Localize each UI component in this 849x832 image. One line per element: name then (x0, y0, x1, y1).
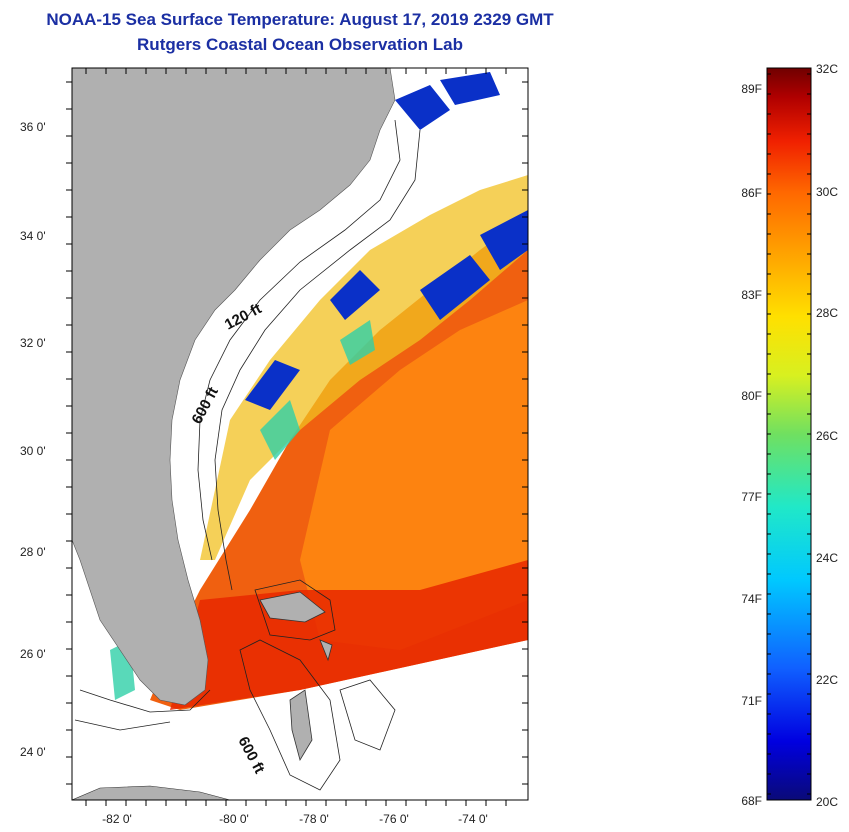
colorbar-c-label: 20C (816, 795, 838, 809)
lon-axis: -82 0' -80 0' -78 0' -76 0' -74 0' (102, 812, 488, 826)
contour-120ft (197, 119, 401, 561)
colorbar-c-label: 22C (816, 673, 838, 687)
lon-tick-label: -80 0' (219, 812, 249, 826)
lon-tick-marks (85, 68, 507, 806)
sst-hot-zone (170, 560, 528, 710)
lat-tick-label: 28 0' (20, 545, 46, 559)
lon-tick-label: -78 0' (299, 812, 329, 826)
colorbar-f-label: 77F (741, 490, 762, 504)
colorbar-c-label: 26C (816, 429, 838, 443)
colorbar-c-label: 28C (816, 306, 838, 320)
lat-tick-label: 36 0' (20, 120, 46, 134)
colorbar-f-label: 74F (741, 592, 762, 606)
lat-tick-label: 30 0' (20, 444, 46, 458)
colorbar-tick-marks (767, 73, 811, 795)
map-border (71, 67, 529, 801)
land-mainland (72, 68, 396, 706)
colorbar-f-label: 86F (741, 186, 762, 200)
land-cuba-edge (72, 785, 231, 800)
lat-tick-label: 24 0' (20, 745, 46, 759)
colorbar (766, 67, 812, 801)
map-subtitle: Rutgers Coastal Ocean Observation Lab (137, 35, 463, 54)
colorbar-c-label: 32C (816, 62, 838, 76)
contour-florida-keys (74, 689, 211, 731)
lon-tick-label: -76 0' (379, 812, 409, 826)
sst-cold-patches (245, 72, 528, 410)
colorbar-c-label: 24C (816, 551, 838, 565)
lat-tick-label: 34 0' (20, 229, 46, 243)
colorbar-celsius-labels: 32C 30C 28C 26C 24C 22C 20C (816, 62, 838, 809)
colorbar-f-label: 89F (741, 82, 762, 96)
colorbar-f-label: 80F (741, 389, 762, 403)
colorbar-fahrenheit-labels: 89F 86F 83F 80F 77F 74F 71F 68F (741, 82, 762, 808)
lat-tick-label: 26 0' (20, 647, 46, 661)
colorbar-c-label: 30C (816, 185, 838, 199)
lat-tick-label: 32 0' (20, 336, 46, 350)
contour-bahamas (239, 579, 396, 791)
colorbar-f-label: 71F (741, 694, 762, 708)
colorbar-f-label: 68F (741, 794, 762, 808)
map-area (72, 68, 528, 800)
colorbar-f-label: 83F (741, 288, 762, 302)
lon-tick-label: -74 0' (458, 812, 488, 826)
map-title: NOAA-15 Sea Surface Temperature: August … (46, 10, 554, 29)
sst-warm-core (300, 300, 528, 650)
lat-tick-marks (66, 81, 528, 785)
contour-600ft (214, 129, 421, 591)
lat-axis: 36 0' 34 0' 32 0' 30 0' 28 0' 26 0' 24 0… (20, 120, 46, 759)
lon-tick-label: -82 0' (102, 812, 132, 826)
land-bahamas (259, 591, 333, 762)
sst-cool-band (200, 175, 528, 560)
